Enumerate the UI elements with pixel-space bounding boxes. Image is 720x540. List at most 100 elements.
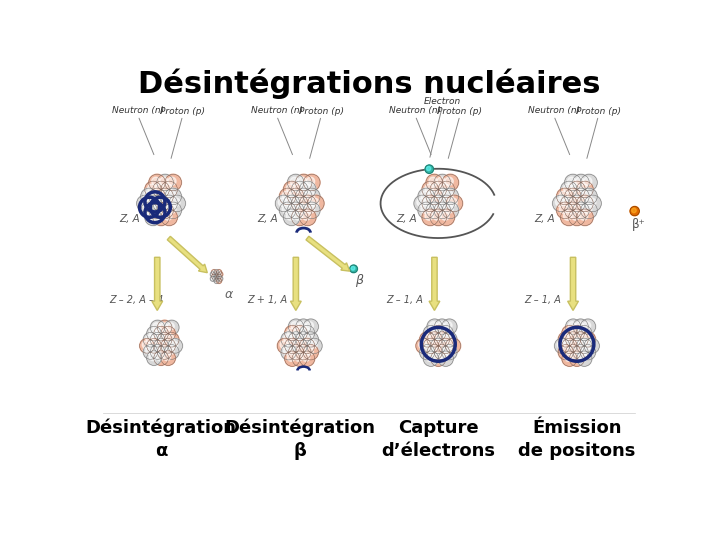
Circle shape — [430, 195, 446, 212]
Circle shape — [168, 191, 176, 199]
Circle shape — [561, 181, 577, 198]
Text: Capture: Capture — [398, 419, 479, 437]
Circle shape — [584, 338, 599, 354]
Circle shape — [564, 212, 572, 220]
Circle shape — [287, 202, 304, 219]
Circle shape — [287, 354, 295, 361]
Circle shape — [438, 195, 454, 212]
Circle shape — [434, 202, 451, 219]
Circle shape — [165, 202, 181, 219]
Circle shape — [140, 188, 158, 205]
Circle shape — [426, 354, 433, 361]
Circle shape — [217, 269, 222, 275]
Circle shape — [425, 184, 433, 192]
Circle shape — [168, 339, 183, 353]
Circle shape — [559, 191, 568, 199]
Circle shape — [164, 333, 179, 347]
FancyArrow shape — [290, 257, 301, 310]
Circle shape — [292, 195, 308, 212]
Circle shape — [426, 188, 443, 205]
Text: Neutron (n): Neutron (n) — [112, 106, 164, 116]
Circle shape — [307, 191, 315, 199]
Circle shape — [300, 338, 315, 354]
Circle shape — [292, 351, 307, 366]
Circle shape — [437, 322, 445, 329]
Circle shape — [280, 341, 287, 348]
Circle shape — [425, 165, 433, 173]
Circle shape — [143, 333, 158, 347]
Circle shape — [215, 275, 217, 278]
Circle shape — [165, 188, 181, 205]
Circle shape — [441, 354, 449, 361]
Circle shape — [426, 166, 431, 171]
Circle shape — [212, 275, 215, 278]
Circle shape — [294, 341, 302, 348]
Circle shape — [290, 177, 299, 185]
Circle shape — [284, 195, 300, 212]
Circle shape — [287, 184, 294, 192]
Circle shape — [148, 198, 156, 206]
Circle shape — [160, 191, 168, 199]
Circle shape — [148, 212, 156, 220]
Circle shape — [143, 345, 158, 359]
Circle shape — [216, 273, 219, 275]
Text: Z, A: Z, A — [534, 214, 555, 224]
Circle shape — [580, 341, 587, 348]
Circle shape — [216, 277, 219, 280]
Circle shape — [425, 198, 433, 206]
Circle shape — [281, 345, 296, 360]
Text: Z, A: Z, A — [396, 214, 417, 224]
Circle shape — [163, 353, 171, 361]
Circle shape — [153, 323, 160, 330]
Circle shape — [350, 265, 357, 273]
Circle shape — [573, 319, 588, 334]
Circle shape — [570, 338, 585, 354]
Circle shape — [577, 195, 593, 212]
Circle shape — [423, 326, 438, 341]
Circle shape — [426, 174, 443, 191]
Circle shape — [434, 345, 449, 360]
Circle shape — [577, 351, 592, 366]
Circle shape — [145, 335, 153, 342]
Circle shape — [160, 205, 168, 213]
Circle shape — [214, 278, 219, 284]
Circle shape — [145, 181, 161, 198]
Circle shape — [569, 181, 585, 198]
Circle shape — [441, 212, 449, 220]
Circle shape — [433, 198, 441, 206]
Circle shape — [149, 353, 156, 361]
Circle shape — [442, 174, 459, 191]
Circle shape — [150, 345, 165, 359]
Circle shape — [154, 326, 168, 341]
Circle shape — [444, 347, 452, 355]
Circle shape — [172, 198, 180, 206]
Circle shape — [562, 326, 577, 341]
Circle shape — [564, 188, 581, 205]
Circle shape — [426, 202, 443, 219]
Circle shape — [156, 329, 163, 336]
Circle shape — [148, 184, 156, 192]
Circle shape — [217, 271, 220, 273]
Circle shape — [422, 209, 438, 226]
Circle shape — [160, 335, 167, 342]
Circle shape — [154, 339, 168, 353]
Circle shape — [165, 174, 181, 191]
Circle shape — [163, 329, 171, 336]
Circle shape — [585, 195, 601, 212]
Circle shape — [580, 354, 587, 361]
Circle shape — [284, 338, 300, 354]
Circle shape — [575, 191, 584, 199]
Circle shape — [558, 345, 573, 360]
Circle shape — [156, 341, 163, 348]
Circle shape — [150, 333, 165, 347]
Circle shape — [420, 332, 435, 347]
Text: α: α — [224, 288, 233, 301]
Circle shape — [296, 332, 311, 347]
Circle shape — [561, 334, 569, 342]
Circle shape — [422, 181, 438, 198]
FancyArrow shape — [429, 257, 440, 310]
Circle shape — [303, 319, 318, 334]
Circle shape — [569, 209, 585, 226]
Circle shape — [145, 347, 153, 355]
Circle shape — [282, 191, 291, 199]
